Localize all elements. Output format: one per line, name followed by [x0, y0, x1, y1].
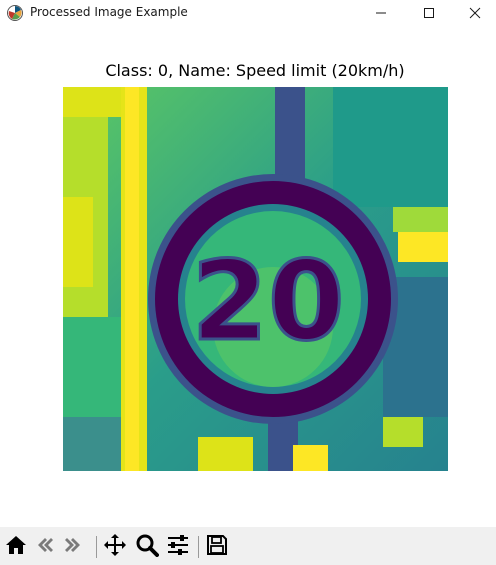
sign-digits: 20: [191, 237, 344, 365]
title-bar[interactable]: Processed Image Example: [0, 0, 496, 26]
window-title: Processed Image Example: [30, 5, 188, 19]
maximize-icon: [423, 4, 435, 23]
forward-button[interactable]: [61, 535, 85, 559]
save-icon: [206, 534, 228, 560]
processed-image[interactable]: 20: [63, 87, 448, 471]
pan-icon: [103, 533, 127, 561]
home-button[interactable]: [4, 535, 28, 559]
back-icon: [34, 534, 56, 560]
matplotlib-icon: [6, 4, 24, 22]
configure-subplots-button[interactable]: [166, 535, 190, 559]
back-button[interactable]: [33, 535, 57, 559]
close-icon: [469, 4, 481, 23]
navigation-toolbar: [0, 527, 496, 565]
pan-button[interactable]: [103, 533, 127, 561]
minimize-icon: [375, 4, 387, 23]
save-button[interactable]: [205, 535, 229, 559]
configure-subplots-icon: [166, 533, 190, 561]
forward-icon: [62, 534, 84, 560]
zoom-icon: [135, 533, 159, 561]
minimize-button[interactable]: [358, 0, 404, 26]
zoom-button[interactable]: [135, 533, 159, 561]
close-button[interactable]: [452, 0, 496, 26]
toolbar-separator: [96, 536, 97, 558]
maximize-button[interactable]: [406, 0, 452, 26]
toolbar-separator: [198, 536, 199, 558]
home-icon: [5, 534, 27, 560]
figure-title: Class: 0, Name: Speed limit (20km/h): [105, 61, 405, 80]
